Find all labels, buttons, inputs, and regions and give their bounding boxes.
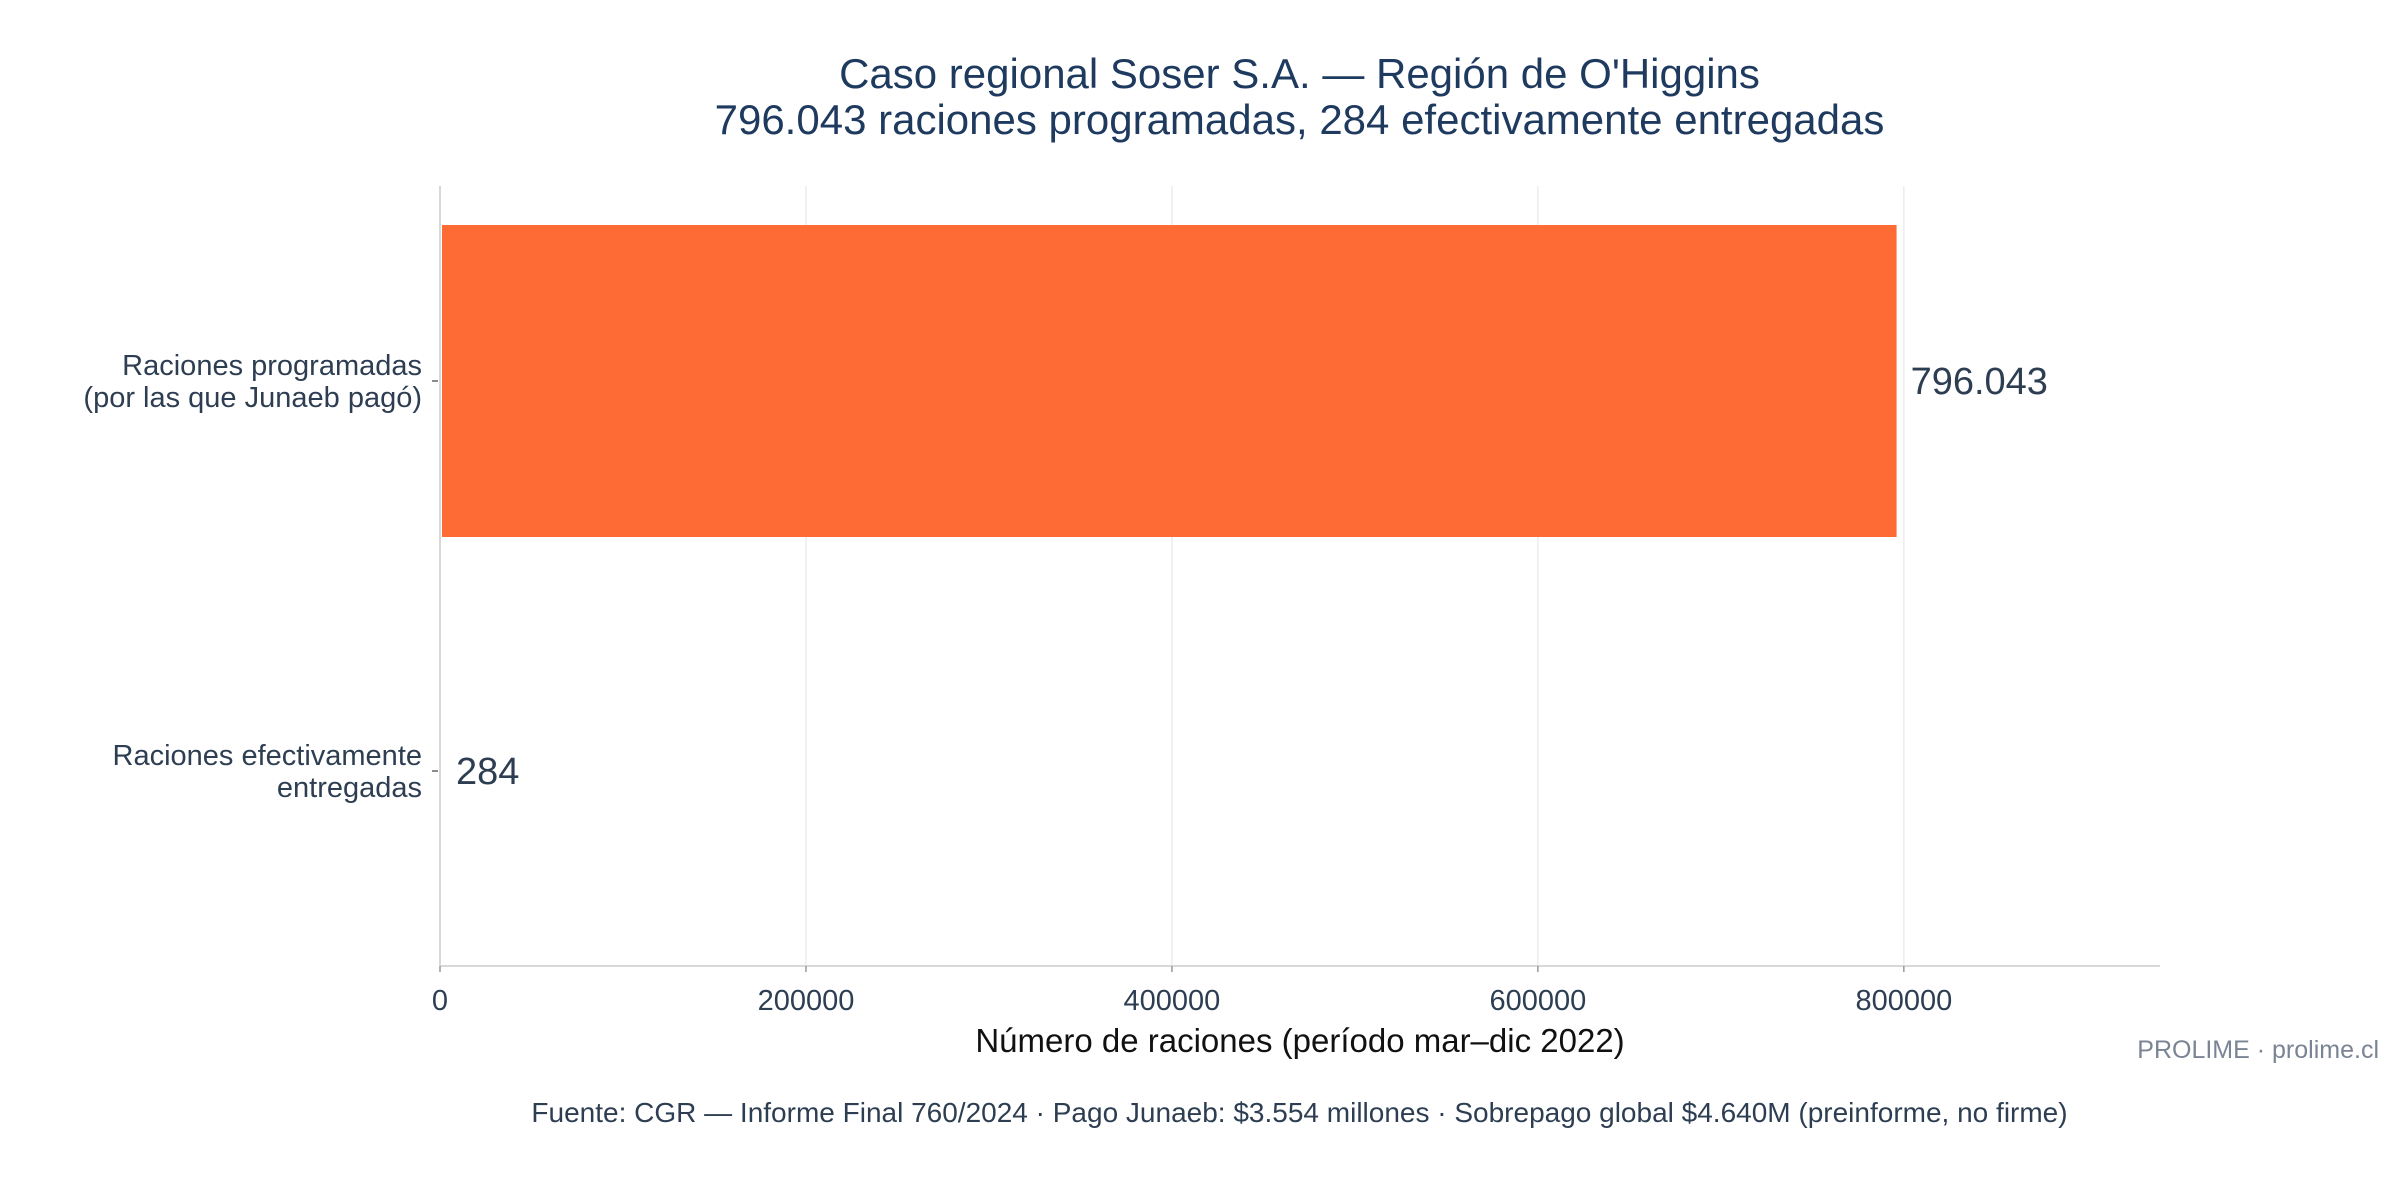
bar-value-label: 796.043	[1911, 361, 2048, 403]
y-category-label-line: Raciones programadas	[122, 350, 422, 382]
chart-subtitle: 796.043 raciones programadas, 284 efecti…	[714, 96, 1885, 143]
watermark: PROLIME · prolime.cl	[2137, 1036, 2379, 1064]
x-tick-label: 800000	[1855, 985, 1952, 1017]
chart-title: Caso regional Soser S.A. — Región de O'H…	[839, 50, 1760, 97]
y-category-label-line: Raciones efectivamente	[113, 740, 423, 772]
bar	[442, 225, 1897, 537]
source-footer: Fuente: CGR — Informe Final 760/2024 · P…	[531, 1097, 2068, 1128]
x-tick-label: 400000	[1124, 985, 1221, 1017]
y-category-label: Raciones efectivamente entregadas	[113, 740, 423, 804]
y-category-label: Raciones programadas (por las que Junaeb …	[83, 350, 422, 414]
y-category-label-line: entregadas	[277, 772, 422, 804]
bar-value-label: 284	[456, 751, 519, 793]
x-tick-label: 200000	[758, 985, 855, 1017]
y-category-label-line: (por las que Junaeb pagó)	[83, 382, 422, 414]
x-axis-title: Número de raciones (período mar–dic 2022…	[975, 1022, 1624, 1059]
x-tick-label: 0	[432, 985, 448, 1017]
x-tick-label: 600000	[1489, 985, 1586, 1017]
